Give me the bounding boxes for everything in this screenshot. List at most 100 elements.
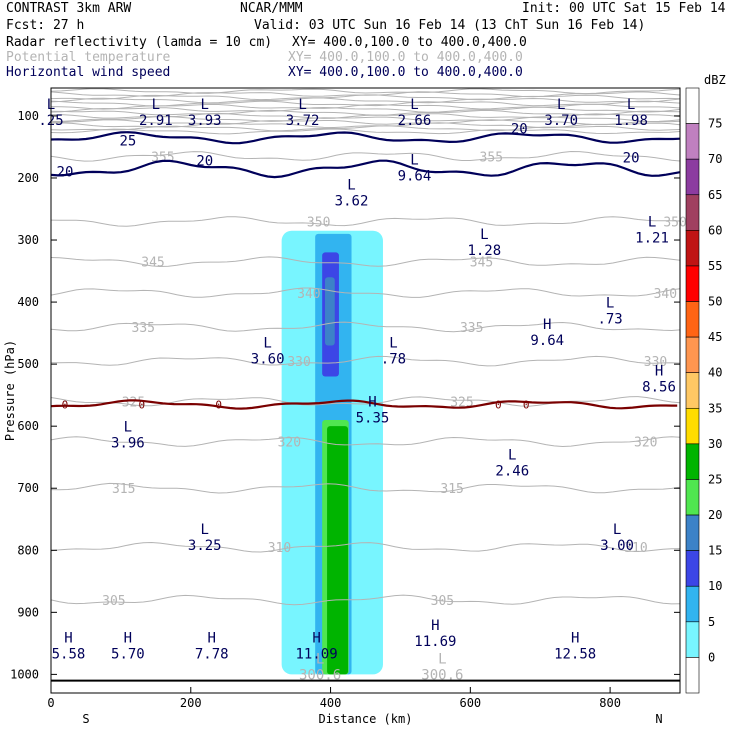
extremum-value-13: 9.64: [530, 333, 564, 349]
colorbar-swatch: [685, 657, 700, 694]
theta-upper-line: [51, 115, 681, 123]
colorbar-tick-label: 10: [708, 579, 722, 593]
theta-upper-line: [50, 128, 681, 135]
extremum-type-21: H: [64, 630, 72, 646]
wind-label-20: 20: [196, 154, 213, 170]
theta-label-305: 305: [431, 594, 454, 609]
legend-reflectivity-xy: XY= 400.0,100.0 to 400.0,400.0: [292, 35, 527, 50]
extremum-type-10: L: [648, 215, 656, 231]
theta-upper-line: [50, 103, 681, 110]
wind-label-20: 20: [511, 121, 528, 137]
colorbar-swatch: [685, 265, 700, 302]
wind-contour-25: [50, 131, 681, 145]
extremum-type-3: L: [298, 97, 306, 113]
theta-label-350: 350: [663, 215, 686, 230]
theta-extremum-type-0: L: [316, 651, 324, 667]
freezing-line: [50, 399, 678, 410]
extremum-type-11: L: [263, 336, 271, 352]
colorbar-swatch: [685, 479, 700, 516]
theta-label-350: 350: [307, 215, 330, 230]
wind-contour-20: [50, 159, 681, 179]
model-title: CONTRAST 3km ARW: [6, 1, 132, 16]
extremum-value-8: 3.62: [335, 193, 369, 209]
extremum-value-16: 5.35: [356, 411, 390, 427]
colorbar-tick-label: 60: [708, 223, 722, 237]
freezing-line-label: 0: [62, 398, 69, 411]
extremum-type-14: L: [606, 295, 614, 311]
colorbar-swatch: [685, 585, 700, 623]
reflectivity-region-30dbz: [327, 426, 349, 675]
theta-label-340: 340: [654, 287, 677, 302]
freezing-line-label: 0: [215, 398, 222, 411]
colorbar-swatch: [685, 230, 700, 267]
extremum-value-6: 1.98: [614, 113, 648, 129]
extremum-type-18: L: [508, 447, 516, 463]
extremum-type-20: L: [613, 522, 621, 538]
x-tick-label: 0: [47, 696, 54, 710]
extremum-value-26: 12.58: [554, 646, 596, 662]
extremum-value-20: 3.00: [600, 538, 634, 554]
colorbar-tick-label: 65: [708, 188, 722, 202]
theta-upper-line: [50, 88, 681, 95]
theta-upper-line: [51, 119, 681, 126]
y-tick-label: 1000: [10, 667, 39, 681]
y-tick-label: 600: [17, 419, 39, 433]
colorbar-tick-label: 5: [708, 615, 715, 629]
extremum-type-15: H: [655, 364, 663, 380]
y-tick-label: 800: [17, 543, 39, 557]
wind-label-20: 20: [57, 165, 74, 181]
colorbar-swatch: [685, 194, 700, 231]
extremum-value-10: 1.21: [635, 231, 669, 247]
extremum-value-2: 3.93: [188, 113, 222, 129]
wind-contours: 20 20 20 20 25: [50, 121, 681, 181]
theta-contour-340: [50, 287, 681, 298]
theta-upper-line: [50, 109, 681, 116]
extremum-type-16: H: [368, 395, 376, 411]
theta-contour-325: [50, 396, 681, 407]
extrema-labels: L.25L2.91L3.93L3.72L2.66L3.70L1.98L9.64L…: [38, 97, 676, 683]
theta-label-355: 355: [480, 150, 503, 165]
theta-label-330: 330: [287, 355, 310, 370]
theta-label-335: 335: [132, 321, 155, 336]
theta-extremum-value-1: 300.6: [421, 667, 463, 683]
colorbar-tick-label: 0: [708, 650, 715, 664]
extremum-value-4: 2.66: [398, 113, 432, 129]
legend-reflectivity-name: Radar reflectivity (lamda = 10 cm): [6, 35, 273, 50]
extremum-value-22: 5.70: [111, 646, 145, 662]
legend-theta-name: Potential temperature: [6, 50, 171, 65]
extremum-value-1: 2.91: [139, 113, 173, 129]
extremum-type-5: L: [557, 97, 565, 113]
theta-contour-335: [50, 321, 681, 333]
colorbar-tick-label: 35: [708, 401, 722, 415]
valid-time: Valid: 03 UTC Sun 16 Feb 14 (13 ChT Sun …: [254, 18, 646, 33]
freezing-line-label: 0: [523, 398, 530, 411]
theta-contour-320: [50, 436, 681, 448]
theta-label-315: 315: [112, 482, 135, 497]
extremum-type-8: L: [347, 177, 355, 193]
theta-label-325: 325: [122, 395, 145, 410]
colorbar-tick-label: 55: [708, 259, 722, 273]
theta-label-330: 330: [644, 355, 667, 370]
colorbar-swatch: [685, 87, 700, 124]
colorbar-tick-label: 45: [708, 330, 722, 344]
theta-contour-330: [51, 355, 681, 367]
colorbar-swatch: [685, 407, 700, 445]
theta-extremum-type-1: L: [438, 651, 446, 667]
extremum-type-17: L: [124, 419, 132, 435]
theta-contour-315: [50, 482, 681, 494]
theta-label-310: 310: [268, 541, 291, 556]
theta-upper-line: [50, 106, 681, 113]
wind-label-20: 20: [623, 150, 640, 166]
extremum-type-1: L: [152, 97, 160, 113]
extremum-value-18: 2.46: [495, 463, 529, 479]
extremum-value-12: .78: [381, 352, 406, 368]
extremum-type-4: L: [410, 97, 418, 113]
extremum-value-7: 9.64: [398, 169, 432, 185]
colorbar-swatch: [685, 621, 700, 658]
freezing-line-label: 0: [495, 398, 502, 411]
theta-contour-355: [50, 150, 681, 162]
colorbar-tick-label: 70: [708, 152, 722, 166]
theta-label-340: 340: [297, 287, 320, 302]
colorbar-swatch: [685, 123, 700, 160]
freezing-level: 0 0 0 0 0: [50, 398, 680, 682]
